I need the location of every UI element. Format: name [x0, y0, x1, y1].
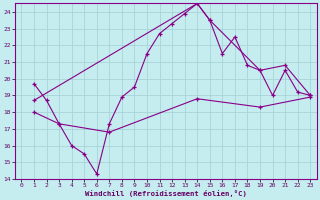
X-axis label: Windchill (Refroidissement éolien,°C): Windchill (Refroidissement éolien,°C) [85, 190, 247, 197]
